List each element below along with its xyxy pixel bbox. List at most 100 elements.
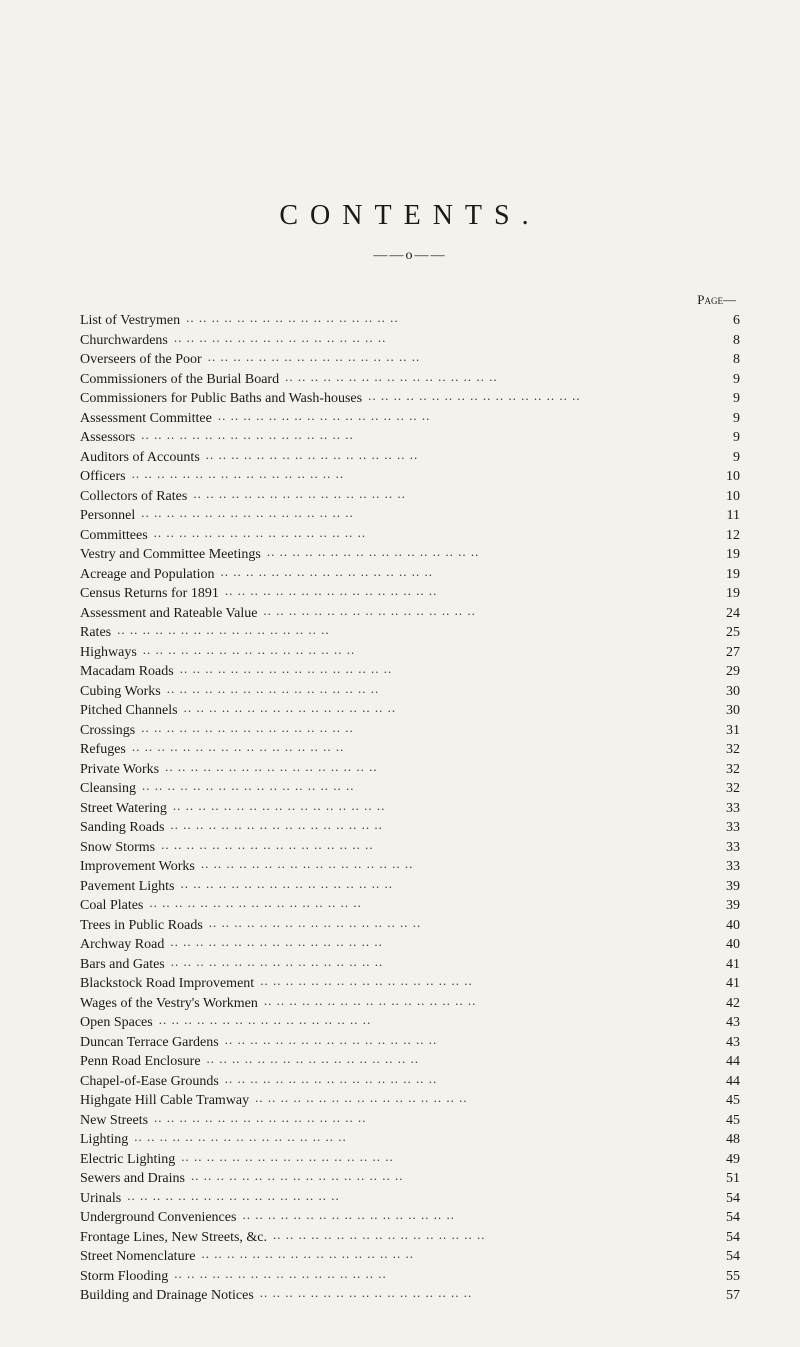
toc-row: Assessment and Rateable Value24 xyxy=(80,603,740,623)
toc-label: Acreage and Population xyxy=(80,566,215,584)
toc-page-number: 41 xyxy=(712,956,740,974)
toc-label: New Streets xyxy=(80,1112,148,1130)
toc-page-number: 6 xyxy=(712,312,740,330)
toc-label: Duncan Terrace Gardens xyxy=(80,1034,219,1052)
toc-leader-dots xyxy=(154,525,706,539)
toc-label: Penn Road Enclosure xyxy=(80,1053,201,1071)
toc-page-number: 45 xyxy=(712,1092,740,1110)
toc-page-number: 30 xyxy=(712,683,740,701)
toc-page-number: 29 xyxy=(712,663,740,681)
toc-page-number: 39 xyxy=(712,897,740,915)
toc-leader-dots xyxy=(208,349,706,363)
toc-label: Urinals xyxy=(80,1190,121,1208)
toc-row: Street Nomenclature 54 xyxy=(80,1246,740,1266)
toc-row: Storm Flooding55 xyxy=(80,1266,740,1286)
toc-row: Duncan Terrace Gardens43 xyxy=(80,1032,740,1052)
toc-label: Electric Lighting xyxy=(80,1151,175,1169)
toc-leader-dots xyxy=(149,895,706,909)
toc-page-number: 43 xyxy=(712,1014,740,1032)
toc-label: Pavement Lights xyxy=(80,878,175,896)
toc-label: List of Vestrymen xyxy=(80,312,180,330)
toc-row: Committees 12 xyxy=(80,525,740,545)
toc-label: Refuges xyxy=(80,741,126,759)
toc-leader-dots xyxy=(167,681,706,695)
toc-label: Open Spaces xyxy=(80,1014,153,1032)
toc-leader-dots xyxy=(127,1188,706,1202)
toc-page-number: 41 xyxy=(712,975,740,993)
toc-leader-dots xyxy=(225,583,706,597)
toc-row: Commissioners for Public Baths and Wash-… xyxy=(80,388,740,408)
toc-leader-dots xyxy=(159,1012,706,1026)
toc-page-number: 9 xyxy=(712,390,740,408)
toc-label: Street Nomenclature xyxy=(80,1248,195,1266)
toc-leader-dots xyxy=(181,876,707,890)
toc-label: Personnel xyxy=(80,507,135,525)
toc-leader-dots xyxy=(142,778,706,792)
toc-row: Trees in Public Roads40 xyxy=(80,915,740,935)
toc-page-number: 8 xyxy=(712,332,740,350)
toc-label: Churchwardens xyxy=(80,332,168,350)
page-column-header: Page— xyxy=(80,292,740,308)
toc-label: Bars and Gates xyxy=(80,956,165,974)
toc-row: Chapel-of-Ease Grounds44 xyxy=(80,1071,740,1091)
toc-leader-dots xyxy=(193,486,706,500)
toc-page-number: 44 xyxy=(712,1053,740,1071)
toc-row: Blackstock Road Improvement 41 xyxy=(80,973,740,993)
toc-leader-dots xyxy=(207,1051,706,1065)
toc-page-number: 24 xyxy=(712,605,740,623)
toc-leader-dots xyxy=(141,720,706,734)
toc-label: Rates xyxy=(80,624,111,642)
toc-page-number: 25 xyxy=(712,624,740,642)
toc-row: Snow Storms33 xyxy=(80,837,740,857)
toc-page-number: 10 xyxy=(712,488,740,506)
toc-leader-dots xyxy=(255,1090,706,1104)
toc-page-number: 19 xyxy=(712,566,740,584)
toc-label: Officers xyxy=(80,468,126,486)
toc-row: Acreage and Population 19 xyxy=(80,564,740,584)
toc-row: List of Vestrymen 6 xyxy=(80,310,740,330)
toc-page-number: 30 xyxy=(712,702,740,720)
toc-row: Personnel11 xyxy=(80,505,740,525)
toc-page-number: 10 xyxy=(712,468,740,486)
toc-page-number: 19 xyxy=(712,585,740,603)
toc-page-number: 54 xyxy=(712,1229,740,1247)
toc-row: Collectors of Rates10 xyxy=(80,486,740,506)
toc-page-number: 9 xyxy=(712,371,740,389)
toc-row: Crossings31 xyxy=(80,720,740,740)
toc-leader-dots xyxy=(242,1207,706,1221)
toc-label: Committees xyxy=(80,527,148,545)
toc-row: Census Returns for 189119 xyxy=(80,583,740,603)
toc-row: Urinals54 xyxy=(80,1188,740,1208)
toc-leader-dots xyxy=(132,739,706,753)
toc-label: Blackstock Road Improvement xyxy=(80,975,254,993)
toc-label: Cubing Works xyxy=(80,683,161,701)
toc-row: Archway Road40 xyxy=(80,934,740,954)
toc-leader-dots xyxy=(206,447,706,461)
toc-page-number: 9 xyxy=(712,429,740,447)
toc-label: Auditors of Accounts xyxy=(80,449,200,467)
toc-leader-dots xyxy=(174,1266,706,1280)
toc-row: Penn Road Enclosure 44 xyxy=(80,1051,740,1071)
toc-leader-dots xyxy=(184,700,706,714)
toc-page-number: 54 xyxy=(712,1248,740,1266)
toc-leader-dots xyxy=(117,622,706,636)
toc-page-number: 27 xyxy=(712,644,740,662)
toc-label: Assessment Committee xyxy=(80,410,212,428)
toc-row: Highgate Hill Cable Tramway 45 xyxy=(80,1090,740,1110)
toc-leader-dots xyxy=(273,1227,706,1241)
toc-label: Crossings xyxy=(80,722,135,740)
toc-row: Auditors of Accounts9 xyxy=(80,447,740,467)
toc-label: Commissioners of the Burial Board xyxy=(80,371,279,389)
toc-row: Sewers and Drains51 xyxy=(80,1168,740,1188)
toc-row: Street Watering33 xyxy=(80,798,740,818)
toc-label: Highgate Hill Cable Tramway xyxy=(80,1092,249,1110)
toc-page-number: 12 xyxy=(712,527,740,545)
toc-leader-dots xyxy=(174,330,706,344)
toc-row: Overseers of the Poor8 xyxy=(80,349,740,369)
toc-row: Frontage Lines, New Streets, &c.54 xyxy=(80,1227,740,1247)
toc-page-number: 33 xyxy=(712,839,740,857)
toc-leader-dots xyxy=(225,1032,706,1046)
toc-leader-dots xyxy=(186,310,706,324)
toc-row: Cleansing32 xyxy=(80,778,740,798)
toc-label: Pitched Channels xyxy=(80,702,178,720)
